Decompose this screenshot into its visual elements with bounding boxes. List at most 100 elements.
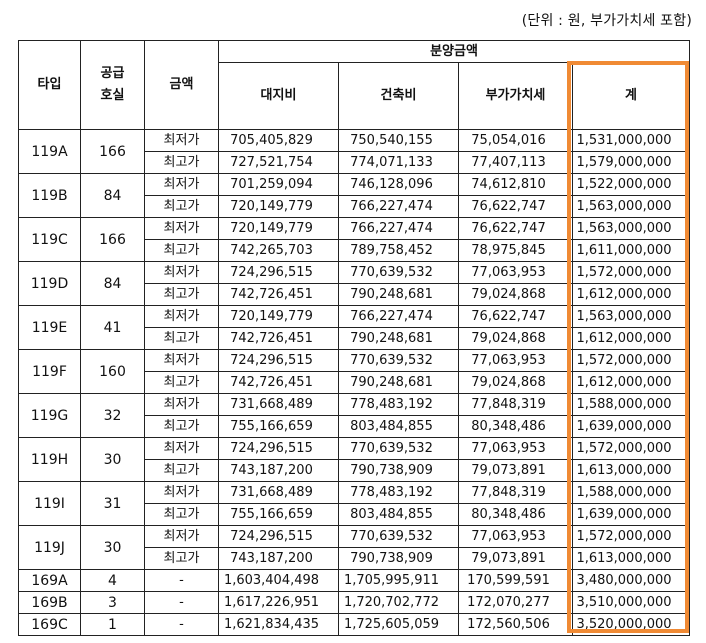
vat-cell: 75,054,016	[458, 129, 573, 152]
total-cell: 1,611,000,000	[572, 239, 690, 262]
table-row: 119C 166 최저가 720,149,779 766,227,474 76,622,7…	[18, 217, 690, 262]
supply-cell: 32	[80, 393, 145, 438]
type-cell: 169B	[18, 591, 81, 614]
type-cell: 119C	[18, 217, 81, 262]
land-cost-cell: 742,726,451	[218, 327, 339, 350]
type-cell: 169C	[18, 613, 81, 636]
amount-kind-cell: 최저가	[144, 129, 219, 152]
table-row: 119I 31 최저가 731,668,489 778,483,192 77,848,31…	[18, 481, 690, 526]
supply-cell: 1	[80, 613, 145, 636]
building-cost-cell: 766,227,474	[338, 195, 459, 218]
amount-kind-cell: -	[144, 569, 219, 592]
vat-cell: 79,073,891	[458, 459, 573, 482]
type-cell: 119D	[18, 261, 81, 306]
total-cell: 1,522,000,000	[572, 173, 690, 196]
land-cost-cell: 1,621,834,435	[218, 613, 339, 636]
building-cost-cell: 770,639,532	[338, 525, 459, 548]
amount-kind-cell: -	[144, 591, 219, 614]
amount-kind-cell: 최고가	[144, 415, 219, 438]
building-cost-cell: 1,725,605,059	[338, 613, 459, 636]
land-cost-cell: 701,259,094	[218, 173, 339, 196]
land-cost-cell: 743,187,200	[218, 459, 339, 482]
total-cell: 1,639,000,000	[572, 503, 690, 526]
land-cost-cell: 1,617,226,951	[218, 591, 339, 614]
vat-cell: 77,063,953	[458, 261, 573, 284]
type-cell: 119J	[18, 525, 81, 570]
type-cell: 119B	[18, 173, 81, 218]
table-row: 119B 84 최저가 701,259,094 746,128,096 74,612,81…	[18, 173, 690, 218]
land-cost-cell: 755,166,659	[218, 503, 339, 526]
building-cost-cell: 1,720,702,772	[338, 591, 459, 614]
amount-kind-cell: 최고가	[144, 151, 219, 174]
vat-cell: 76,622,747	[458, 217, 573, 240]
building-cost-cell: 790,248,681	[338, 283, 459, 306]
land-cost-cell: 731,668,489	[218, 393, 339, 416]
amount-kind-cell: 최저가	[144, 217, 219, 240]
building-cost-cell: 790,738,909	[338, 547, 459, 570]
building-cost-cell: 766,227,474	[338, 305, 459, 328]
building-cost-cell: 746,128,096	[338, 173, 459, 196]
price-table: 타입 공급 호실 금액 분양금액 대지비 건축비 부가가치세 계 119A 166…	[18, 40, 690, 636]
vat-cell: 79,073,891	[458, 547, 573, 570]
table-row: 최고가 742,265,703 789,758,452 78,975,845 1,611…	[19, 239, 690, 262]
amount-kind-cell: 최고가	[144, 371, 219, 394]
land-cost-cell: 724,296,515	[218, 261, 339, 284]
vat-cell: 77,063,953	[458, 349, 573, 372]
table-row: 119A 166 최저가 705,405,829 750,540,155 75,054,0…	[18, 129, 690, 174]
table-row: 169C 1-1,621,834,435 1,725,605,059 172,560,…	[18, 613, 690, 636]
vat-cell: 80,348,486	[458, 503, 573, 526]
building-cost-cell: 770,639,532	[338, 261, 459, 284]
total-cell: 1,612,000,000	[572, 283, 690, 306]
land-cost-cell: 724,296,515	[218, 349, 339, 372]
table-row: 최고가 743,187,200 790,738,909 79,073,891 1,613…	[19, 547, 690, 570]
building-cost-cell: 803,484,855	[338, 415, 459, 438]
land-cost-cell: 742,726,451	[218, 371, 339, 394]
supply-cell: 4	[80, 569, 145, 592]
total-cell: 1,572,000,000	[572, 525, 690, 548]
vat-cell: 77,848,319	[458, 393, 573, 416]
building-cost-cell: 790,248,681	[338, 371, 459, 394]
table-row: 119J 30 최저가 724,296,515 770,639,532 77,063,95…	[18, 525, 690, 570]
table-row: 최고가 742,726,451 790,248,681 79,024,868 1,612…	[19, 327, 690, 350]
table-row: 169B 3-1,617,226,951 1,720,702,772 172,070,…	[18, 591, 690, 614]
amount-kind-cell: 최고가	[144, 239, 219, 262]
land-cost-cell: 755,166,659	[218, 415, 339, 438]
table-row: 최고가 742,726,451 790,248,681 79,024,868 1,612…	[19, 283, 690, 306]
vat-cell: 80,348,486	[458, 415, 573, 438]
type-cell: 119I	[18, 481, 81, 526]
building-cost-cell: 770,639,532	[338, 349, 459, 372]
total-cell: 1,613,000,000	[572, 459, 690, 482]
land-cost-cell: 742,265,703	[218, 239, 339, 262]
supply-cell: 84	[80, 261, 145, 306]
supply-cell: 30	[80, 437, 145, 482]
table-row: 119D 84 최저가 724,296,515 770,639,532 77,063,95…	[18, 261, 690, 306]
supply-cell: 3	[80, 591, 145, 614]
supply-cell: 160	[80, 349, 145, 394]
vat-cell: 77,063,953	[458, 437, 573, 460]
header-building: 건축비	[338, 62, 459, 130]
total-cell: 1,563,000,000	[572, 195, 690, 218]
amount-kind-cell: 최저가	[144, 393, 219, 416]
amount-kind-cell: 최고가	[144, 327, 219, 350]
vat-cell: 77,407,113	[458, 151, 573, 174]
building-cost-cell: 789,758,452	[338, 239, 459, 262]
total-cell: 1,613,000,000	[572, 547, 690, 570]
total-cell: 1,612,000,000	[572, 371, 690, 394]
amount-kind-cell: 최고가	[144, 283, 219, 306]
land-cost-cell: 724,296,515	[218, 437, 339, 460]
header-amount: 금액	[144, 40, 219, 130]
vat-cell: 79,024,868	[458, 327, 573, 350]
amount-kind-cell: -	[144, 613, 219, 636]
supply-cell: 84	[80, 173, 145, 218]
building-cost-cell: 770,639,532	[338, 437, 459, 460]
table-row: 119E 41 최저가 720,149,779 766,227,474 76,622,74…	[18, 305, 690, 350]
table-row: 최고가 727,521,754 774,071,133 77,407,113 1,579…	[19, 151, 690, 174]
building-cost-cell: 778,483,192	[338, 393, 459, 416]
total-cell: 1,572,000,000	[572, 349, 690, 372]
building-cost-cell: 1,705,995,911	[338, 569, 459, 592]
vat-cell: 77,063,953	[458, 525, 573, 548]
amount-kind-cell: 최고가	[144, 459, 219, 482]
total-cell: 3,480,000,000	[572, 569, 690, 592]
building-cost-cell: 790,248,681	[338, 327, 459, 350]
vat-cell: 79,024,868	[458, 283, 573, 306]
